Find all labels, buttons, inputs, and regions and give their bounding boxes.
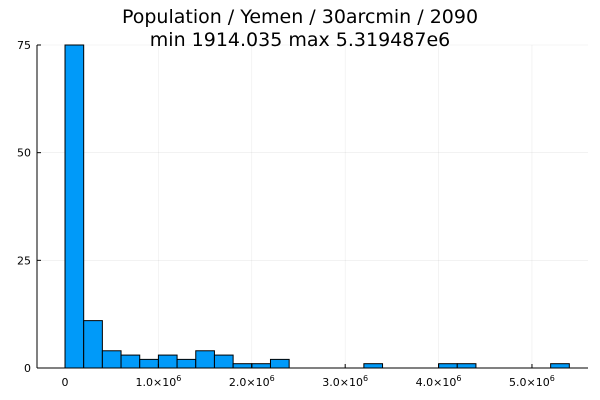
y-axis-ticks: 0 25 50 75	[17, 39, 41, 375]
x-tick-label: 0	[62, 376, 69, 389]
x-tick-label: 4.0×106	[416, 374, 462, 389]
chart-title: Population / Yemen / 30arcmin / 2090	[121, 6, 479, 28]
histogram-bar	[456, 363, 477, 369]
histogram-bar	[251, 363, 271, 369]
histogram-bars	[64, 44, 570, 369]
histogram-bar	[232, 363, 253, 369]
histogram-bar	[120, 354, 141, 369]
histogram-bar	[83, 320, 103, 369]
histogram-bar	[176, 358, 197, 369]
x-tick-label: 3.0×106	[322, 374, 368, 389]
histogram-bar	[64, 44, 85, 369]
y-tick-label: 0	[24, 362, 31, 375]
axes	[36, 45, 588, 369]
y-tick-label: 50	[17, 147, 31, 160]
chart-subtitle: min 1914.035 max 5.319487e6	[149, 29, 451, 51]
histogram-bar	[269, 358, 290, 369]
y-tick-label: 25	[17, 254, 31, 267]
histogram-bar	[363, 363, 384, 369]
histogram-bar	[139, 358, 159, 369]
y-tick-label: 75	[17, 39, 31, 52]
histogram-bar	[195, 350, 215, 369]
histogram-bar	[157, 354, 178, 369]
histogram-bar	[213, 354, 234, 369]
grid-lines	[37, 44, 588, 369]
x-tick-label: 1.0×106	[136, 374, 182, 389]
histogram-bar	[550, 363, 570, 369]
x-tick-label: 5.0×106	[509, 374, 555, 389]
x-tick-label: 2.0×106	[229, 374, 275, 389]
histogram-bar	[438, 363, 458, 369]
histogram-bar	[101, 350, 122, 369]
x-axis-ticks: 0 1.0×106 2.0×106 3.0×106 4.0×106 5.0×106	[62, 364, 555, 389]
